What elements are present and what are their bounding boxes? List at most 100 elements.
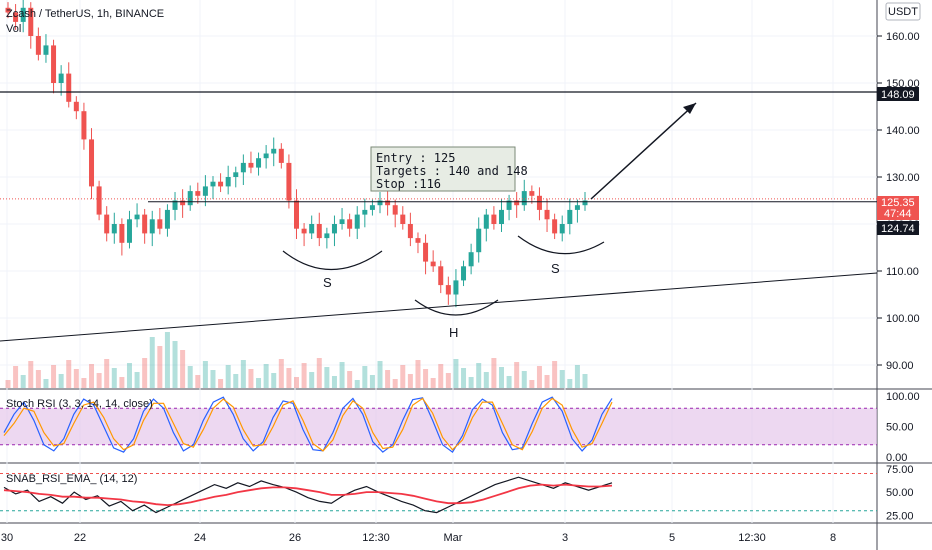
- volume-bar: [559, 370, 565, 388]
- svg-text:124.74: 124.74: [881, 223, 915, 235]
- candle-body: [392, 205, 398, 215]
- candle-body: [430, 261, 436, 267]
- volume-bar: [301, 363, 307, 388]
- volume-bar: [347, 371, 353, 388]
- head-arc: [414, 299, 499, 316]
- volume-bar: [89, 364, 95, 388]
- price-tick-label: 140.00: [886, 125, 920, 137]
- volume-bar: [271, 373, 277, 388]
- candle-body: [210, 181, 216, 187]
- candle-body: [544, 209, 550, 220]
- stoch-tick-label: 100.00: [886, 391, 920, 403]
- volume-bar: [369, 375, 375, 388]
- candle-body: [339, 219, 345, 224]
- candle-body: [491, 214, 497, 224]
- volume-bar: [180, 350, 186, 388]
- volume-bar: [5, 380, 11, 388]
- candle-body: [111, 224, 117, 234]
- price-tag-current: 125.35 47:44: [877, 196, 919, 220]
- candle-body: [164, 209, 170, 229]
- stoch-tick-label: 0.00: [886, 452, 907, 464]
- time-tick-label: 5: [669, 532, 675, 544]
- volume-bar: [498, 367, 504, 388]
- volume-bar: [521, 371, 527, 388]
- candle-body: [536, 195, 542, 210]
- volume-bar: [385, 370, 391, 388]
- candle-body: [278, 148, 284, 163]
- volume-bar: [400, 365, 406, 388]
- candle-body: [96, 186, 102, 215]
- candle-body: [20, 7, 26, 22]
- candle-body: [498, 209, 504, 224]
- trade-note[interactable]: Entry : 125 Targets : 140 and 148 Stop :…: [370, 146, 528, 192]
- volume-bar: [240, 360, 246, 388]
- candle-body: [552, 219, 558, 234]
- volume-bar: [149, 337, 155, 388]
- note-targets: Targets : 140 and 148: [376, 164, 528, 178]
- candle-body: [180, 200, 186, 206]
- snab-title: SNAB_RSI_EMA_ (14, 12): [6, 473, 137, 485]
- candle-body: [301, 228, 307, 234]
- candle-body: [506, 200, 512, 210]
- volume-bar: [248, 369, 254, 388]
- volume-bar: [286, 368, 292, 388]
- candle-body: [157, 219, 163, 229]
- candle-body: [104, 214, 110, 234]
- volume-bar: [195, 375, 201, 388]
- candle-body: [119, 224, 125, 243]
- volume-bar: [567, 379, 573, 388]
- volume-bar: [407, 374, 413, 388]
- price-tick-label: 110.00: [886, 266, 919, 278]
- symbol-title: Zcash / TetherUS, 1h, BINANCE: [6, 8, 164, 20]
- candle-body: [369, 205, 375, 210]
- target-arrow-head: [683, 103, 696, 114]
- volume-bars: [5, 332, 588, 388]
- volume-bar: [536, 366, 542, 388]
- volume-bar: [354, 380, 360, 388]
- volume-bar: [461, 368, 467, 388]
- candle-body: [58, 73, 64, 83]
- candle-body: [51, 45, 57, 83]
- candle-body: [256, 158, 262, 168]
- price-tick-label: 160.00: [886, 31, 920, 43]
- candle-body: [461, 266, 467, 281]
- candle-body: [529, 191, 535, 196]
- candle-body: [225, 177, 231, 187]
- time-tick-label: 12:30: [738, 532, 766, 544]
- head-label: H: [449, 325, 458, 340]
- candle-body: [423, 242, 429, 262]
- stoch-tick-label: 50.00: [886, 422, 914, 434]
- time-axis[interactable]: 30 22 24 26 12:30 Mar 3 5 12:30 8: [1, 532, 836, 544]
- volume-bar: [324, 367, 330, 388]
- candle-body: [415, 238, 421, 243]
- candle-body: [514, 200, 520, 206]
- volume-bar: [483, 372, 489, 388]
- volume-bar: [126, 363, 132, 388]
- candle-body: [149, 219, 155, 234]
- price-tick-label: 130.00: [886, 172, 920, 184]
- candle-body: [89, 139, 95, 187]
- snab-line-rsi: [3, 476, 613, 514]
- currency-button[interactable]: USDT: [885, 2, 921, 21]
- volume-bar: [574, 365, 580, 388]
- candle-body: [187, 191, 193, 206]
- price-tag-neckline: 124.74: [877, 221, 919, 235]
- volume-bar: [202, 361, 208, 388]
- volume-bar: [377, 361, 383, 388]
- candle-body: [5, 7, 11, 13]
- candle-body: [354, 214, 360, 229]
- candle-body: [331, 224, 337, 234]
- volume-bar: [552, 361, 558, 388]
- volume-bar: [294, 377, 299, 388]
- volume-bar: [278, 359, 284, 388]
- volume-bar: [142, 358, 148, 388]
- volume-bar: [134, 372, 140, 388]
- drawings[interactable]: [0, 91, 878, 342]
- svg-text:125.35: 125.35: [881, 197, 915, 209]
- note-entry: Entry : 125: [376, 151, 455, 165]
- volume-bar: [119, 377, 125, 388]
- volume-bar: [58, 374, 64, 388]
- volume-bar: [233, 374, 239, 388]
- svg-text:148.09: 148.09: [881, 89, 915, 101]
